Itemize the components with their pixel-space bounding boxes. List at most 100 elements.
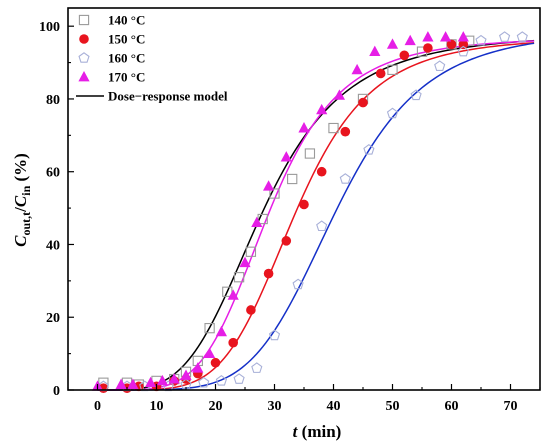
- data-point: [387, 64, 398, 75]
- data-point: [299, 199, 309, 210]
- data-point: [263, 268, 274, 279]
- data-points: [91, 31, 528, 393]
- data-point: [145, 376, 157, 388]
- data-point: [422, 31, 434, 42]
- legend: 140 °C 150 °C 160 °C 170 °C Dose−response mo…: [76, 13, 228, 104]
- x-tick-label: 0: [94, 399, 101, 414]
- data-point: [340, 126, 351, 137]
- data-point: [410, 89, 422, 101]
- data-point: [434, 60, 446, 71]
- data-point: [287, 173, 298, 185]
- data-point: [499, 31, 511, 42]
- data-point: [246, 305, 256, 315]
- legend-item: 160 °C: [78, 51, 145, 66]
- legend-item: 170 °C: [78, 70, 145, 85]
- data-point: [475, 34, 487, 46]
- data-point: [446, 39, 457, 50]
- data-point: [457, 31, 469, 42]
- data-point: [215, 375, 227, 386]
- x-axis-title-unit: (min): [297, 422, 341, 441]
- legend-symbol: [78, 71, 90, 82]
- legend-symbol: [78, 52, 90, 63]
- x-tick-label: 50: [386, 399, 400, 414]
- data-point: [375, 68, 386, 79]
- data-point: [316, 103, 328, 115]
- data-point: [351, 63, 363, 75]
- data-point: [369, 45, 381, 57]
- y-tick-label: 80: [46, 93, 60, 108]
- data-point: [257, 213, 268, 225]
- data-point: [233, 272, 245, 283]
- data-point: [228, 337, 238, 348]
- y-axis-title-slash: /: [11, 207, 30, 213]
- y-axis-title: Cout,t/Cin (%): [11, 153, 33, 247]
- data-point: [210, 357, 221, 368]
- series-170c: [91, 31, 469, 391]
- legend-item: 150 °C: [79, 32, 145, 47]
- data-point: [239, 256, 251, 268]
- y-tick-label: 20: [46, 311, 60, 326]
- x-tick-label: 70: [504, 399, 518, 414]
- data-point: [251, 216, 263, 228]
- data-point: [316, 166, 327, 177]
- y-tick-label: 100: [39, 20, 60, 35]
- x-tick-label: 20: [209, 399, 223, 414]
- legend-symbol: [79, 34, 89, 44]
- x-tick-label: 10: [150, 399, 164, 414]
- data-point: [156, 374, 168, 386]
- data-point: [516, 31, 528, 42]
- axis-ticks: 0 10 20 30 40 50 60 70 0 20 40 60 80 100: [39, 20, 541, 414]
- legend-symbol: [78, 14, 90, 26]
- data-point: [269, 188, 280, 199]
- data-point: [204, 323, 215, 334]
- x-axis-title: t (min): [293, 422, 342, 441]
- y-tick-label: 40: [46, 238, 60, 253]
- data-point: [440, 31, 452, 42]
- data-point: [280, 151, 292, 162]
- fit-curve-150c: [97, 41, 535, 391]
- x-tick-label: 30: [268, 399, 282, 414]
- y-axis-title-c2: C: [11, 195, 30, 207]
- data-point: [386, 107, 399, 119]
- data-point: [251, 362, 263, 373]
- y-tick-label: 60: [46, 166, 60, 181]
- data-point: [358, 97, 368, 108]
- legend-label: 140 °C: [108, 13, 145, 28]
- data-point: [268, 329, 281, 341]
- data-point: [192, 362, 204, 373]
- data-point: [457, 45, 469, 57]
- data-point: [204, 347, 216, 359]
- y-axis-title-c1: C: [11, 235, 30, 247]
- data-point: [233, 373, 245, 384]
- data-point: [386, 38, 399, 49]
- data-point: [316, 220, 328, 232]
- data-point: [168, 373, 180, 384]
- data-point: [127, 378, 139, 389]
- data-point: [115, 378, 127, 389]
- data-point: [333, 89, 345, 100]
- data-point: [423, 43, 433, 53]
- data-point: [328, 122, 339, 134]
- data-point: [227, 289, 239, 300]
- data-point: [339, 173, 351, 184]
- data-point: [399, 50, 410, 61]
- x-tick-label: 60: [445, 399, 459, 414]
- data-point: [198, 376, 210, 388]
- data-point: [363, 144, 375, 155]
- data-point: [304, 148, 316, 159]
- data-point: [263, 180, 275, 191]
- data-point: [222, 286, 233, 297]
- y-axis-title-unit: (%): [11, 153, 30, 186]
- legend-item: 140 °C: [78, 13, 145, 28]
- y-axis-title-sub1: out,t: [19, 212, 33, 236]
- legend-label: 150 °C: [108, 32, 145, 47]
- data-point: [404, 34, 416, 46]
- y-tick-label: 0: [53, 384, 60, 399]
- data-point: [215, 325, 227, 337]
- data-point: [292, 278, 304, 290]
- data-point: [298, 122, 310, 133]
- y-axis-title-sub2: in: [19, 185, 33, 195]
- x-tick-label: 40: [327, 399, 341, 414]
- legend-label: 170 °C: [108, 70, 145, 85]
